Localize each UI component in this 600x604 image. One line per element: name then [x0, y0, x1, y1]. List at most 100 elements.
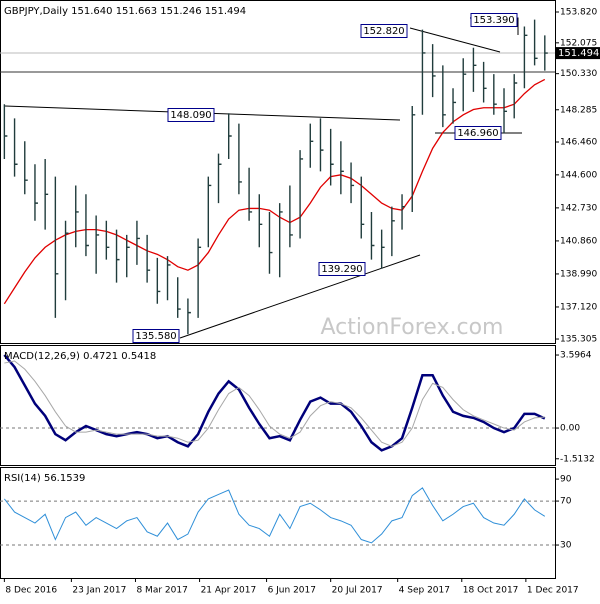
- price-bar: [544, 35, 548, 71]
- price-bar: [146, 234, 151, 283]
- price-bar: [431, 44, 436, 98]
- y-tick-label: 30: [560, 541, 572, 551]
- price-bar: [95, 215, 100, 274]
- y-tick-label: 90: [560, 475, 572, 485]
- panel-title: GBPJPY,Daily 151.640 151.663 151.246 151…: [4, 6, 246, 17]
- macd-frame: [0, 345, 556, 466]
- indicator-line: [4, 360, 545, 447]
- x-tick-label: 8 Mar 2017: [136, 586, 187, 596]
- x-tick-label: 1 Dec 2017: [527, 586, 579, 596]
- price-bar: [75, 185, 79, 248]
- price-bar: [207, 176, 212, 248]
- price-frame: [0, 0, 556, 344]
- price-bar: [197, 238, 202, 318]
- x-tick-label: 18 Oct 2017: [463, 586, 519, 596]
- y-tick-label: 137.120: [560, 302, 597, 312]
- annotation-box: [454, 126, 502, 140]
- price-bar: [54, 176, 59, 318]
- trendline: [179, 254, 421, 339]
- price-bar: [136, 220, 140, 265]
- annotation-box: [167, 108, 215, 122]
- price-bar: [126, 234, 130, 278]
- x-tick-label: 4 Sep 2017: [399, 586, 450, 596]
- price-bar: [105, 220, 110, 260]
- price-bar: [156, 257, 161, 304]
- y-tick-label: 140.860: [560, 236, 597, 246]
- price-bar: [513, 74, 518, 119]
- moving-average: [3, 78, 546, 305]
- y-tick-label: 3.5964: [560, 351, 592, 361]
- annotation: 153.390: [473, 15, 514, 26]
- price-bar: [452, 88, 457, 124]
- panel-title: RSI(14) 56.1539: [4, 473, 85, 484]
- annotation-box: [132, 329, 180, 343]
- annotation: 152.820: [363, 26, 404, 37]
- annotation: 139.290: [321, 264, 362, 275]
- y-tick-label: 70: [560, 497, 572, 507]
- price-bar: [523, 26, 528, 89]
- annotation-box: [318, 262, 366, 276]
- price-bar: [462, 58, 467, 112]
- x-tick-label: 23 Jan 2017: [72, 586, 126, 596]
- price-bar: [360, 176, 365, 239]
- y-tick-label: 0.00: [560, 424, 580, 434]
- y-tick-label: 152.075: [560, 38, 597, 48]
- x-tick-label: 8 Dec 2016: [5, 586, 57, 596]
- price-bar: [248, 167, 253, 221]
- panel-title: MACD(12,26,9) 0.4721 0.5418: [4, 351, 156, 362]
- y-tick-label: 153.820: [560, 8, 597, 18]
- price-bar: [3, 104, 8, 159]
- price-bar: [340, 141, 344, 195]
- x-tick-label: 6 Jun 2017: [268, 586, 316, 596]
- price-bar: [115, 229, 120, 283]
- last-price: 151.494: [558, 48, 599, 59]
- annotation: 135.580: [135, 331, 176, 342]
- price-bar: [370, 211, 375, 260]
- price-bar: [493, 74, 497, 115]
- price-bar: [401, 194, 406, 230]
- price-bar: [421, 29, 426, 115]
- price-bar: [442, 65, 446, 128]
- price-bar: [533, 19, 538, 66]
- trendline: [409, 27, 501, 53]
- price-bar: [44, 158, 49, 230]
- annotation-box: [470, 13, 518, 27]
- price-bar: [503, 88, 508, 134]
- price-bar: [278, 203, 283, 278]
- rsi-frame: [0, 467, 556, 579]
- annotation: 148.090: [170, 110, 211, 121]
- y-tick-label: 144.600: [560, 170, 597, 180]
- y-tick-label: 142.730: [560, 203, 597, 213]
- price-bar: [319, 118, 324, 172]
- price-bar: [187, 298, 191, 335]
- price-bar: [482, 61, 487, 103]
- y-tick-label: 148.285: [560, 105, 597, 115]
- price-bar: [299, 150, 304, 239]
- annotation-box: [360, 24, 408, 38]
- price-bar: [85, 194, 89, 257]
- price-bar: [289, 185, 293, 248]
- price-bar: [228, 113, 232, 159]
- price-bar: [329, 128, 334, 186]
- price-bar: [166, 256, 171, 301]
- indicator-line: [3, 487, 546, 544]
- price-bar: [34, 164, 38, 221]
- annotation: 146.960: [457, 128, 498, 139]
- watermark: ActionForex.com: [321, 315, 504, 340]
- price-bar: [217, 153, 222, 204]
- y-tick-label: 146.460: [560, 138, 597, 148]
- price-bar: [391, 206, 395, 257]
- price-bar: [380, 229, 385, 269]
- price-bar: [309, 123, 314, 168]
- price-bar: [472, 47, 477, 92]
- price-bar: [13, 118, 18, 177]
- price-bar: [350, 162, 355, 204]
- price-bar: [64, 220, 69, 301]
- price-bar: [411, 105, 416, 212]
- price-bar: [268, 211, 273, 274]
- y-tick-label: -1.5132: [560, 454, 595, 464]
- x-tick-label: 20 Jul 2017: [332, 586, 383, 596]
- y-tick-label: 150.330: [560, 69, 597, 79]
